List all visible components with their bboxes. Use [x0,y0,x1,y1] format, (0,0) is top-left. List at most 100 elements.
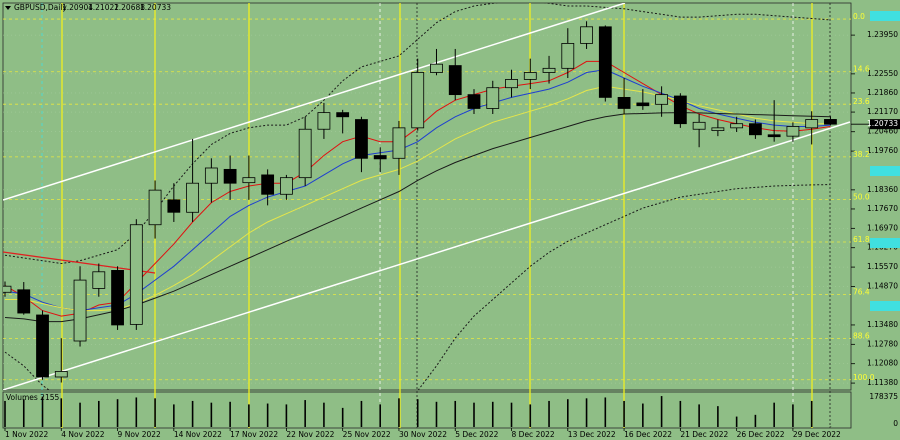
candle-body [805,119,819,129]
candle-body [242,177,256,184]
candle-body [261,174,275,195]
candle-body [749,123,762,136]
x-tick-label: 26 Dec 2022 [737,430,785,439]
header-low: 1.20688 [114,3,145,12]
header-open: 1.20904 [62,3,93,12]
trend-lines [3,3,851,390]
candle-body [17,289,31,314]
x-tick-label: 21 Dec 2022 [680,430,728,439]
channel-lower [3,121,851,390]
x-tick-label: 8 Dec 2022 [512,430,555,439]
volume-bars [4,396,832,427]
level-box [870,238,900,248]
channel-upper [3,3,626,201]
candle-body [824,119,837,125]
level-box [870,11,900,21]
x-tick-label: 9 Nov 2022 [118,430,161,439]
x-tick-label: 16 Dec 2022 [624,430,672,439]
current-price-box [870,119,900,130]
candle-body [186,182,200,213]
resistance-line [3,251,156,274]
candle-body [36,314,49,378]
candle-body [73,279,87,342]
x-tick-label: 13 Dec 2022 [568,430,616,439]
candle-body [92,271,106,289]
fib-label: 0.0 [853,12,865,21]
volume-tick-label: 0 [893,419,898,428]
candle-body [148,189,162,226]
current-price-label: 1.20733 [867,119,898,128]
candle-body [692,121,706,130]
y-tick-label: 1.12780 [867,339,898,348]
candle-body [767,134,781,138]
candle-body [448,65,462,96]
candle-body [336,112,350,118]
candle-body [317,112,331,130]
x-tick-label: 5 Dec 2022 [455,430,498,439]
y-tick-label: 1.22550 [867,69,898,78]
fib-label: 50.0 [853,192,870,201]
candle-body [636,102,650,107]
fib-label: 100.0 [853,373,875,382]
date-axis: 1 Nov 2022 4 Nov 2022 9 Nov 2022 14 Nov 202… [4,428,841,439]
y-tick-label: 1.12080 [867,359,898,368]
x-tick-label: 30 Nov 2022 [399,430,447,439]
y-tick-label: 1.11380 [867,378,898,387]
plot-frame [2,2,852,391]
y-tick-label: 1.19760 [867,146,898,155]
y-tick-label: 1.14870 [867,281,898,290]
x-tick-label: 25 Nov 2022 [343,430,391,439]
volume-frame [2,391,852,429]
y-tick-label: 1.13480 [867,320,898,329]
y-tick-label: 1.20460 [867,127,898,136]
candle-body [3,285,12,293]
x-tick-label: 29 Dec 2022 [793,430,841,439]
candle-body [111,270,124,326]
level-box [870,166,900,176]
candle-body [54,371,68,378]
header-close: 1.20733 [140,3,171,12]
y-tick-label: 1.15570 [867,262,898,271]
candle-body [786,126,800,137]
y-tick-label: 1.21170 [867,107,898,116]
candle-body [617,96,631,109]
candle-body [298,128,312,179]
candle-body [486,87,500,109]
candle-body [561,43,575,69]
fib-label: 61.8 [853,235,870,244]
candle-body [223,168,237,184]
candle-body [430,63,443,73]
y-tick-label: 1.21860 [867,88,898,97]
x-tick-label: 22 Nov 2022 [286,430,334,439]
candle-body [711,127,725,132]
chart-title: GBPUSD,Daily [14,3,67,12]
volume-title: Volumes 2155 [6,393,60,402]
candle-body [355,119,368,159]
level-box [870,301,900,311]
grid [3,34,851,384]
candle-body [542,67,556,73]
candle-body [392,127,406,159]
candle-body [373,155,387,160]
candle-body [730,123,744,129]
candle-body [673,95,687,125]
x-tick-label: 4 Nov 2022 [61,430,104,439]
volume-tick-label: 178375 [869,392,898,401]
x-tick-label: 1 Nov 2022 [5,430,48,439]
candle-body [167,199,181,213]
candle-body [129,224,143,325]
x-tick-label: 14 Nov 2022 [174,430,222,439]
header-high: 1.21022 [88,3,119,12]
candle-body [505,79,518,89]
y-tick-label: 1.16970 [867,223,898,232]
candle-body [411,72,425,129]
header-arrow [5,6,11,10]
fib-label: 76.4 [853,288,870,297]
y-tick-label: 1.23950 [867,30,898,39]
candles [3,21,837,383]
candle-body [279,177,293,195]
candle-body [523,72,537,80]
fib-label: 14.6 [853,65,870,74]
